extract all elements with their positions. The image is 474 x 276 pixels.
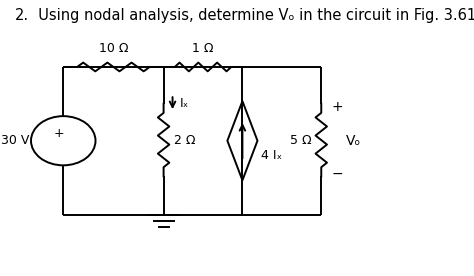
Text: 2 Ω: 2 Ω xyxy=(173,134,195,147)
Text: +: + xyxy=(332,100,343,114)
Text: Iₓ: Iₓ xyxy=(180,97,189,110)
Text: Vₒ: Vₒ xyxy=(346,134,362,148)
Text: 10 Ω: 10 Ω xyxy=(99,42,128,55)
Text: +: + xyxy=(54,128,64,140)
Text: 2.: 2. xyxy=(15,8,29,23)
Text: Using nodal analysis, determine Vₒ in the circuit in Fig. 3.61.: Using nodal analysis, determine Vₒ in th… xyxy=(29,8,474,23)
Text: 1 Ω: 1 Ω xyxy=(192,42,214,55)
Text: −: − xyxy=(332,166,343,181)
Text: 5 Ω: 5 Ω xyxy=(290,134,311,147)
Text: 30 V: 30 V xyxy=(1,134,29,147)
Text: 4 Iₓ: 4 Iₓ xyxy=(261,149,282,162)
